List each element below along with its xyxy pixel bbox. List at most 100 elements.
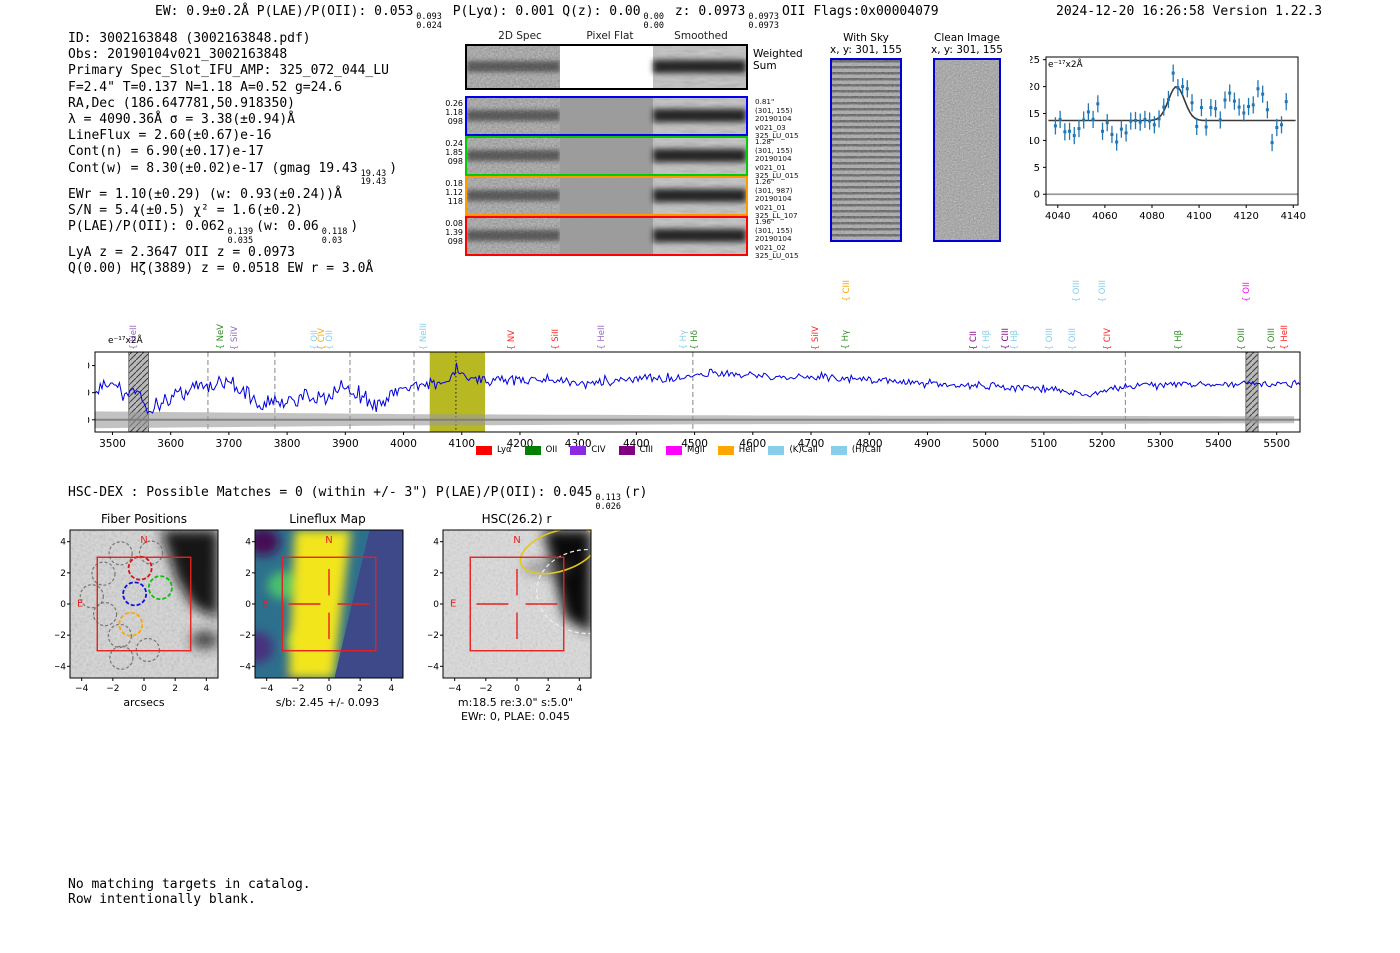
cutout-right-label: 20190104 bbox=[755, 114, 792, 124]
svg-text:4120: 4120 bbox=[1233, 211, 1258, 222]
svg-text:−2: −2 bbox=[428, 631, 439, 641]
cutout-row: 0.18 1.12 118 1.26" (301, 987) 20190104 v021_0… bbox=[445, 176, 798, 220]
svg-text:5100: 5100 bbox=[1030, 438, 1057, 450]
data-point bbox=[1218, 118, 1222, 122]
text-run: λ = 4090.36Å σ = 3.38(±0.94)Å bbox=[68, 112, 295, 128]
compass-east: E bbox=[77, 598, 83, 609]
fiber-circle-gray bbox=[79, 584, 104, 609]
legend-label: CIV bbox=[591, 445, 606, 455]
data-point bbox=[1228, 91, 1232, 95]
legend-item: OII bbox=[524, 445, 557, 455]
svg-text:4080: 4080 bbox=[1139, 211, 1164, 222]
data-point bbox=[1068, 129, 1072, 133]
svg-text:−4: −4 bbox=[448, 684, 462, 694]
inset-units-label: e⁻¹⁷x2Å bbox=[1048, 60, 1083, 70]
noise-texture bbox=[935, 60, 999, 240]
cutout-group: 2D Spec Pixel Flat Smoothed 0.26 1.18 098 0… bbox=[445, 30, 803, 262]
cutout-left-label: 1.39 bbox=[445, 228, 463, 237]
data-point bbox=[1119, 127, 1123, 131]
line-label-oii: { OII bbox=[1242, 282, 1252, 302]
lineflux-xlabel: s/b: 2.45 +/- 0.093 bbox=[275, 696, 380, 709]
cutout-right-label: v021_02 bbox=[755, 242, 786, 252]
cutout-left-label: 0.26 bbox=[445, 99, 463, 108]
clean-image-title: Clean Image bbox=[933, 32, 1001, 44]
cutout-row: 0.26 1.18 098 0.81" (301, 155) 20190104 v021_0… bbox=[445, 96, 799, 140]
info-line: RA,Dec (186.647781,50.918350) bbox=[68, 96, 397, 112]
hsc-image-panel: N E −4 −4 −2 −2 0 0 2 2 4 4 bbox=[428, 527, 603, 697]
cutout-row: 0.24 1.85 098 1.28" (301, 155) 20190104 v021_0… bbox=[445, 136, 799, 180]
svg-text:5400: 5400 bbox=[1205, 438, 1232, 450]
ifu-extent-box bbox=[96, 556, 192, 652]
data-point bbox=[1185, 87, 1189, 91]
compass-east: E bbox=[450, 598, 456, 609]
svg-text:20: 20 bbox=[1030, 82, 1040, 93]
data-point bbox=[1280, 123, 1284, 127]
svg-text:2: 2 bbox=[545, 684, 551, 694]
data-point bbox=[1148, 119, 1152, 123]
data-point bbox=[1138, 120, 1142, 124]
gaussian-fit-line bbox=[1048, 85, 1296, 122]
data-point bbox=[1251, 103, 1255, 107]
svg-text:2: 2 bbox=[433, 569, 439, 579]
info-line: EWr = 1.10(±0.29) (w: 0.93(±0.24))Å bbox=[68, 187, 397, 203]
spectrum-line bbox=[95, 362, 1300, 415]
data-point bbox=[1176, 86, 1180, 90]
text-run: LineFlux = 2.60(±0.67)e-16 bbox=[68, 128, 272, 144]
clean-image-coords: x, y: 301, 155 bbox=[931, 44, 1003, 56]
footer-line-2: Row intentionally blank. bbox=[68, 892, 256, 907]
svg-text:4: 4 bbox=[576, 684, 582, 694]
text-run: F=2.4" T=0.137 N=1.18 A=0.52 g=24.6 bbox=[68, 79, 342, 95]
legend-swatch bbox=[666, 445, 683, 455]
cutout-images bbox=[467, 218, 746, 254]
cutout-right-label: 20190104 bbox=[755, 234, 792, 244]
legend-label: (H)CaII bbox=[851, 445, 881, 455]
data-point bbox=[1133, 119, 1137, 123]
svg-text:0: 0 bbox=[141, 684, 147, 694]
data-point bbox=[1166, 98, 1170, 102]
data-point bbox=[1101, 129, 1105, 133]
data-point bbox=[1204, 125, 1208, 129]
sup-sub-value: 0.00 0.00 bbox=[643, 12, 665, 31]
svg-text:3600: 3600 bbox=[157, 438, 184, 450]
info-line: Primary Spec_Slot_IFU_AMP: 325_072_044_L… bbox=[68, 63, 397, 79]
text-run: Q(0.00) Hζ(3889) z = 0.0518 EW r = 3.0Å bbox=[68, 261, 374, 277]
timestamp: 2024-12-20 16:26:58 Version 1.22.3 bbox=[1056, 4, 1323, 19]
cutout-right-label: (301, 155) bbox=[755, 105, 793, 115]
text-run: P(LAE)/P(OII): 0.062 bbox=[68, 219, 225, 235]
data-point bbox=[1270, 141, 1274, 145]
svg-text:0: 0 bbox=[514, 684, 520, 694]
svg-text:5300: 5300 bbox=[1147, 438, 1174, 450]
text-run: RA,Dec (186.647781,50.918350) bbox=[68, 95, 295, 111]
legend-label: Lyα bbox=[497, 445, 512, 455]
data-point bbox=[1072, 134, 1076, 138]
fiber-circle-gray bbox=[91, 561, 116, 586]
cutout-row-weighted bbox=[465, 44, 748, 90]
text-run: Obs: 20190104v021_3002163848 bbox=[68, 47, 288, 63]
hsc-xlabel-2: EWr: 0, PLAE: 0.045 bbox=[460, 710, 571, 723]
with-sky-image bbox=[830, 58, 902, 242]
cutout-left-label: 0.08 bbox=[445, 219, 463, 228]
data-point bbox=[1265, 108, 1269, 112]
text-run: EWr = 1.10(±0.29) (w: 0.93(±0.24))Å bbox=[68, 186, 342, 202]
legend-swatch bbox=[524, 445, 541, 455]
data-point bbox=[1058, 117, 1062, 121]
svg-text:0: 0 bbox=[245, 600, 251, 610]
cutout-left-label: 098 bbox=[447, 237, 463, 246]
info-line: LyA z = 2.3647 OII z = 0.0973 bbox=[68, 245, 397, 261]
cutout-left-labels: 0.24 1.85 098 bbox=[441, 139, 463, 166]
sup-sub-value: 0.093 0.024 bbox=[416, 12, 442, 31]
svg-text:−2: −2 bbox=[106, 684, 119, 694]
lineflux-map-title: Lineflux Map bbox=[289, 512, 366, 526]
text-run: (w: 0.06 bbox=[256, 219, 319, 235]
cutout-images bbox=[467, 138, 746, 174]
ifu-extent-box bbox=[469, 556, 565, 652]
cutout-left-label: 1.85 bbox=[445, 148, 463, 157]
svg-text:4: 4 bbox=[245, 538, 251, 548]
cutout-left-label: 098 bbox=[447, 157, 463, 166]
text-run: Primary Spec_Slot_IFU_AMP: 325_072_044_L… bbox=[68, 63, 389, 79]
report-header: EW: 0.9±0.2Å P(LAE)/P(OII): 0.053 0.093 0.… bbox=[155, 4, 939, 30]
cutout-right-label: 0.81" bbox=[755, 97, 775, 106]
fiber-xlabel: arcsecs bbox=[123, 696, 165, 709]
svg-text:10: 10 bbox=[88, 388, 90, 399]
cutout-images bbox=[467, 98, 746, 134]
